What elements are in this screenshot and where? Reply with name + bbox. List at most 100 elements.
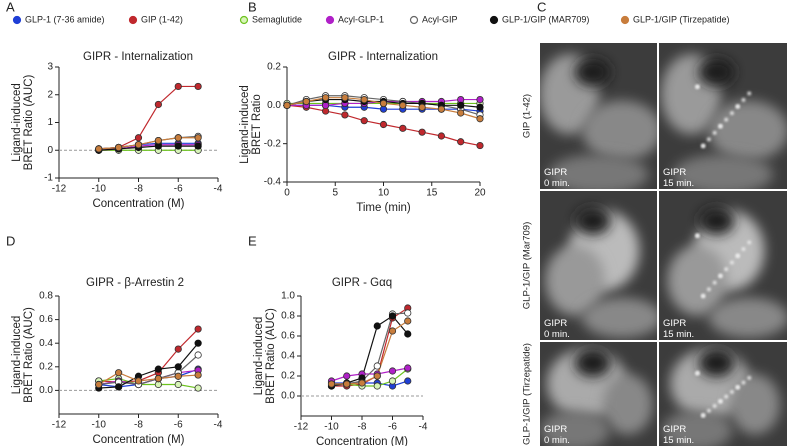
- y-tick-label: 0.0: [281, 391, 295, 402]
- y-tick-label: 3: [47, 62, 53, 73]
- y-axis-label: Ligand-induced: [253, 317, 265, 396]
- x-tick-label: 10: [378, 188, 390, 199]
- y-tick-label: -0.4: [264, 177, 282, 188]
- caption-target: GIPR: [663, 424, 686, 435]
- x-tick-label: -4: [214, 184, 223, 195]
- data-point: [404, 364, 412, 372]
- y-tick-label: 1.0: [281, 291, 295, 302]
- vesicle: [747, 376, 752, 380]
- vesicle: [741, 380, 746, 385]
- data-point: [154, 374, 162, 383]
- chart-title: GIPR - Internalization: [328, 51, 438, 63]
- cell: [581, 100, 657, 161]
- series-line: [98, 85, 199, 150]
- legend-text: Acyl-GIP: [422, 14, 458, 24]
- caption-target: GIPR: [663, 167, 686, 178]
- data-point: [194, 142, 202, 150]
- data-point: [327, 380, 336, 388]
- x-tick-label: -4: [419, 422, 428, 433]
- y-tick-label: 0.2: [281, 371, 295, 382]
- data-point: [174, 363, 182, 371]
- vesicle: [707, 137, 711, 142]
- x-tick-label: 5: [332, 188, 338, 199]
- data-point: [115, 369, 123, 377]
- y-tick-label: 0.0: [267, 100, 281, 111]
- legend-marker: [489, 15, 499, 25]
- y-tick-label: 0.2: [39, 361, 53, 372]
- micrograph-content: [540, 43, 657, 189]
- x-tick-label: -8: [134, 184, 143, 195]
- caption-time: 0 min.: [544, 178, 570, 189]
- vesicle: [730, 390, 734, 394]
- vesicle: [741, 247, 746, 251]
- data-point: [418, 103, 426, 111]
- vesicle: [724, 267, 728, 272]
- y-tick-label: 0.4: [39, 338, 53, 349]
- cell: [708, 100, 787, 161]
- x-tick-label: -12: [52, 420, 67, 431]
- nucleus: [698, 206, 735, 235]
- vesicle: [712, 404, 717, 408]
- legend-marker: [620, 15, 630, 25]
- panel-letter: B: [248, 0, 257, 14]
- vesicle: [747, 91, 752, 96]
- x-tick-label: -10: [92, 420, 107, 431]
- y-axis-label: Ligand-induced: [11, 316, 23, 395]
- data-point: [476, 141, 484, 150]
- caption-target: GIPR: [544, 424, 567, 435]
- x-tick-label: -12: [294, 422, 309, 433]
- data-point: [379, 99, 388, 108]
- y-tick-label: 0: [47, 145, 53, 156]
- caption-target: GIPR: [544, 167, 567, 178]
- x-tick-label: -6: [388, 422, 397, 433]
- data-point: [358, 379, 366, 387]
- panel-letter: E: [248, 233, 257, 248]
- data-point: [404, 377, 412, 385]
- vesicle: [701, 144, 705, 148]
- data-point: [341, 111, 349, 119]
- x-axis-label: Concentration (M): [92, 434, 184, 446]
- vesicle: [735, 385, 740, 390]
- vesicle: [701, 413, 705, 418]
- y-tick-label: -1: [44, 173, 53, 184]
- y-tick-label: 0.6: [39, 314, 53, 325]
- data-point: [134, 134, 143, 142]
- cell: [730, 374, 780, 435]
- vesicle: [695, 233, 700, 238]
- x-tick-label: -10: [324, 422, 339, 433]
- legend-text: Semaglutide: [252, 14, 302, 24]
- vesicle: [718, 274, 723, 278]
- vesicle: [730, 260, 734, 265]
- y-tick-label: -0.2: [264, 138, 282, 149]
- vesicle: [707, 287, 711, 292]
- data-point: [341, 94, 349, 102]
- y-tick-label: 0.8: [39, 291, 53, 302]
- data-point: [360, 117, 368, 125]
- cell: [540, 410, 611, 446]
- data-point: [154, 100, 162, 109]
- caption-target: GIPR: [663, 318, 686, 329]
- vesicle: [724, 394, 728, 399]
- data-point: [457, 109, 465, 117]
- vesicle: [701, 294, 705, 298]
- x-tick-label: -4: [214, 420, 223, 431]
- data-point: [194, 339, 202, 347]
- x-tick-label: -6: [174, 184, 183, 195]
- y-tick-label: 0.0: [39, 385, 53, 396]
- data-point: [476, 115, 484, 123]
- data-point: [194, 325, 202, 333]
- data-point: [134, 141, 143, 149]
- data-point: [404, 330, 412, 338]
- data-point: [457, 138, 465, 146]
- data-point: [404, 317, 412, 325]
- vesicle: [735, 254, 740, 258]
- cell: [545, 245, 606, 316]
- cell: [602, 374, 653, 435]
- data-point: [174, 82, 182, 91]
- cell: [662, 410, 733, 446]
- x-tick-label: 0: [284, 188, 290, 199]
- legend-marker: [409, 15, 419, 25]
- data-point: [388, 327, 397, 335]
